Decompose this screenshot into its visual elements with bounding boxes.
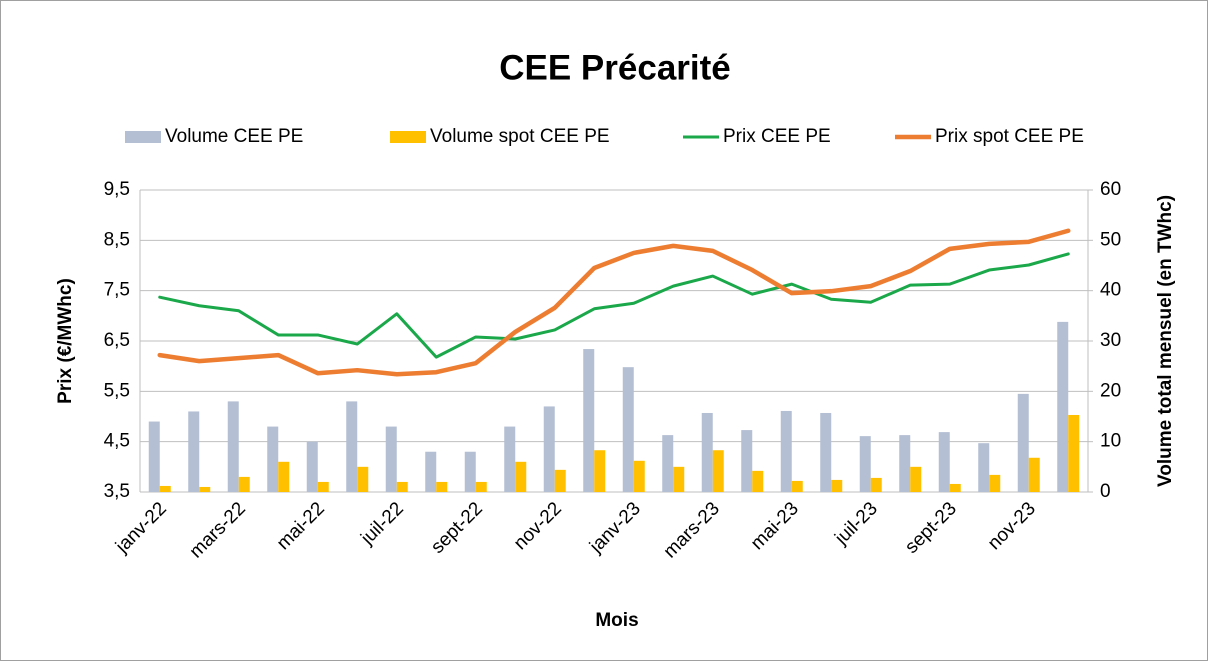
- bar: [357, 466, 369, 492]
- y-tick-label: 8,5: [104, 229, 130, 250]
- bar: [396, 481, 408, 492]
- line: [157, 228, 1071, 377]
- bar: [583, 349, 595, 492]
- bar: [1028, 457, 1040, 492]
- bar: [425, 451, 437, 492]
- legend-label: Volume spot CEE PE: [430, 126, 610, 147]
- y2-tick-label: 0: [1100, 481, 1111, 502]
- bar: [662, 435, 674, 492]
- bar: [475, 481, 487, 492]
- bar: [910, 466, 922, 492]
- bar: [148, 421, 160, 492]
- bar: [712, 450, 724, 492]
- bar: [949, 483, 961, 492]
- y2-tick-label: 40: [1100, 280, 1121, 301]
- bar: [238, 476, 250, 492]
- legend-label: Volume CEE PE: [165, 126, 303, 147]
- bar: [227, 401, 239, 492]
- bar: [385, 426, 397, 492]
- bar: [741, 430, 753, 492]
- bar: [515, 461, 527, 492]
- bar: [267, 426, 279, 492]
- bar: [188, 411, 200, 492]
- bar: [554, 469, 566, 492]
- bar: [436, 481, 448, 492]
- bar: [159, 485, 171, 492]
- bar: [870, 477, 882, 492]
- bar: [938, 432, 950, 492]
- bar: [791, 480, 803, 492]
- bar: [1057, 321, 1069, 492]
- bar: [780, 410, 792, 492]
- y2-axis-title: Volume total mensuel (en TWhc): [1155, 195, 1176, 487]
- chart-title: CEE Précarité: [499, 48, 731, 87]
- bar: [346, 401, 358, 492]
- y2-tick-label: 50: [1100, 229, 1121, 250]
- bar: [317, 481, 329, 492]
- bar: [594, 450, 606, 492]
- bar: [306, 441, 318, 492]
- bar: [831, 479, 843, 492]
- legend-label: Prix spot CEE PE: [935, 126, 1084, 147]
- legend-label: Prix CEE PE: [723, 126, 831, 147]
- bar: [278, 461, 290, 492]
- y2-tick-label: 10: [1100, 431, 1121, 452]
- y-tick-label: 6,5: [104, 330, 130, 351]
- bar: [989, 474, 1001, 492]
- y-tick-label: 4,5: [104, 431, 130, 452]
- bar: [633, 460, 645, 492]
- y-axis-title: Prix (€/MWhc): [55, 278, 76, 404]
- bar: [622, 367, 634, 492]
- bar: [978, 443, 990, 492]
- bar: [199, 486, 211, 492]
- bar: [673, 466, 685, 492]
- legend-swatch: [390, 131, 426, 143]
- bar: [543, 406, 555, 492]
- legend-swatch: [125, 131, 161, 143]
- y2-tick-label: 30: [1100, 330, 1121, 351]
- bar: [504, 426, 516, 492]
- line: [158, 252, 1070, 359]
- bar: [752, 470, 764, 492]
- bar: [820, 412, 832, 492]
- bar: [899, 435, 911, 492]
- y-tick-label: 9,5: [104, 179, 130, 200]
- y2-tick-label: 20: [1100, 380, 1121, 401]
- x-axis-title: Mois: [595, 610, 638, 631]
- y-tick-label: 5,5: [104, 380, 130, 401]
- bar: [1068, 414, 1080, 492]
- bar: [464, 451, 476, 492]
- y2-tick-label: 60: [1100, 179, 1121, 200]
- y-tick-label: 7,5: [104, 280, 130, 301]
- bar: [1017, 393, 1029, 492]
- y-tick-label: 3,5: [104, 481, 130, 502]
- bar: [701, 412, 713, 492]
- bar: [859, 436, 871, 492]
